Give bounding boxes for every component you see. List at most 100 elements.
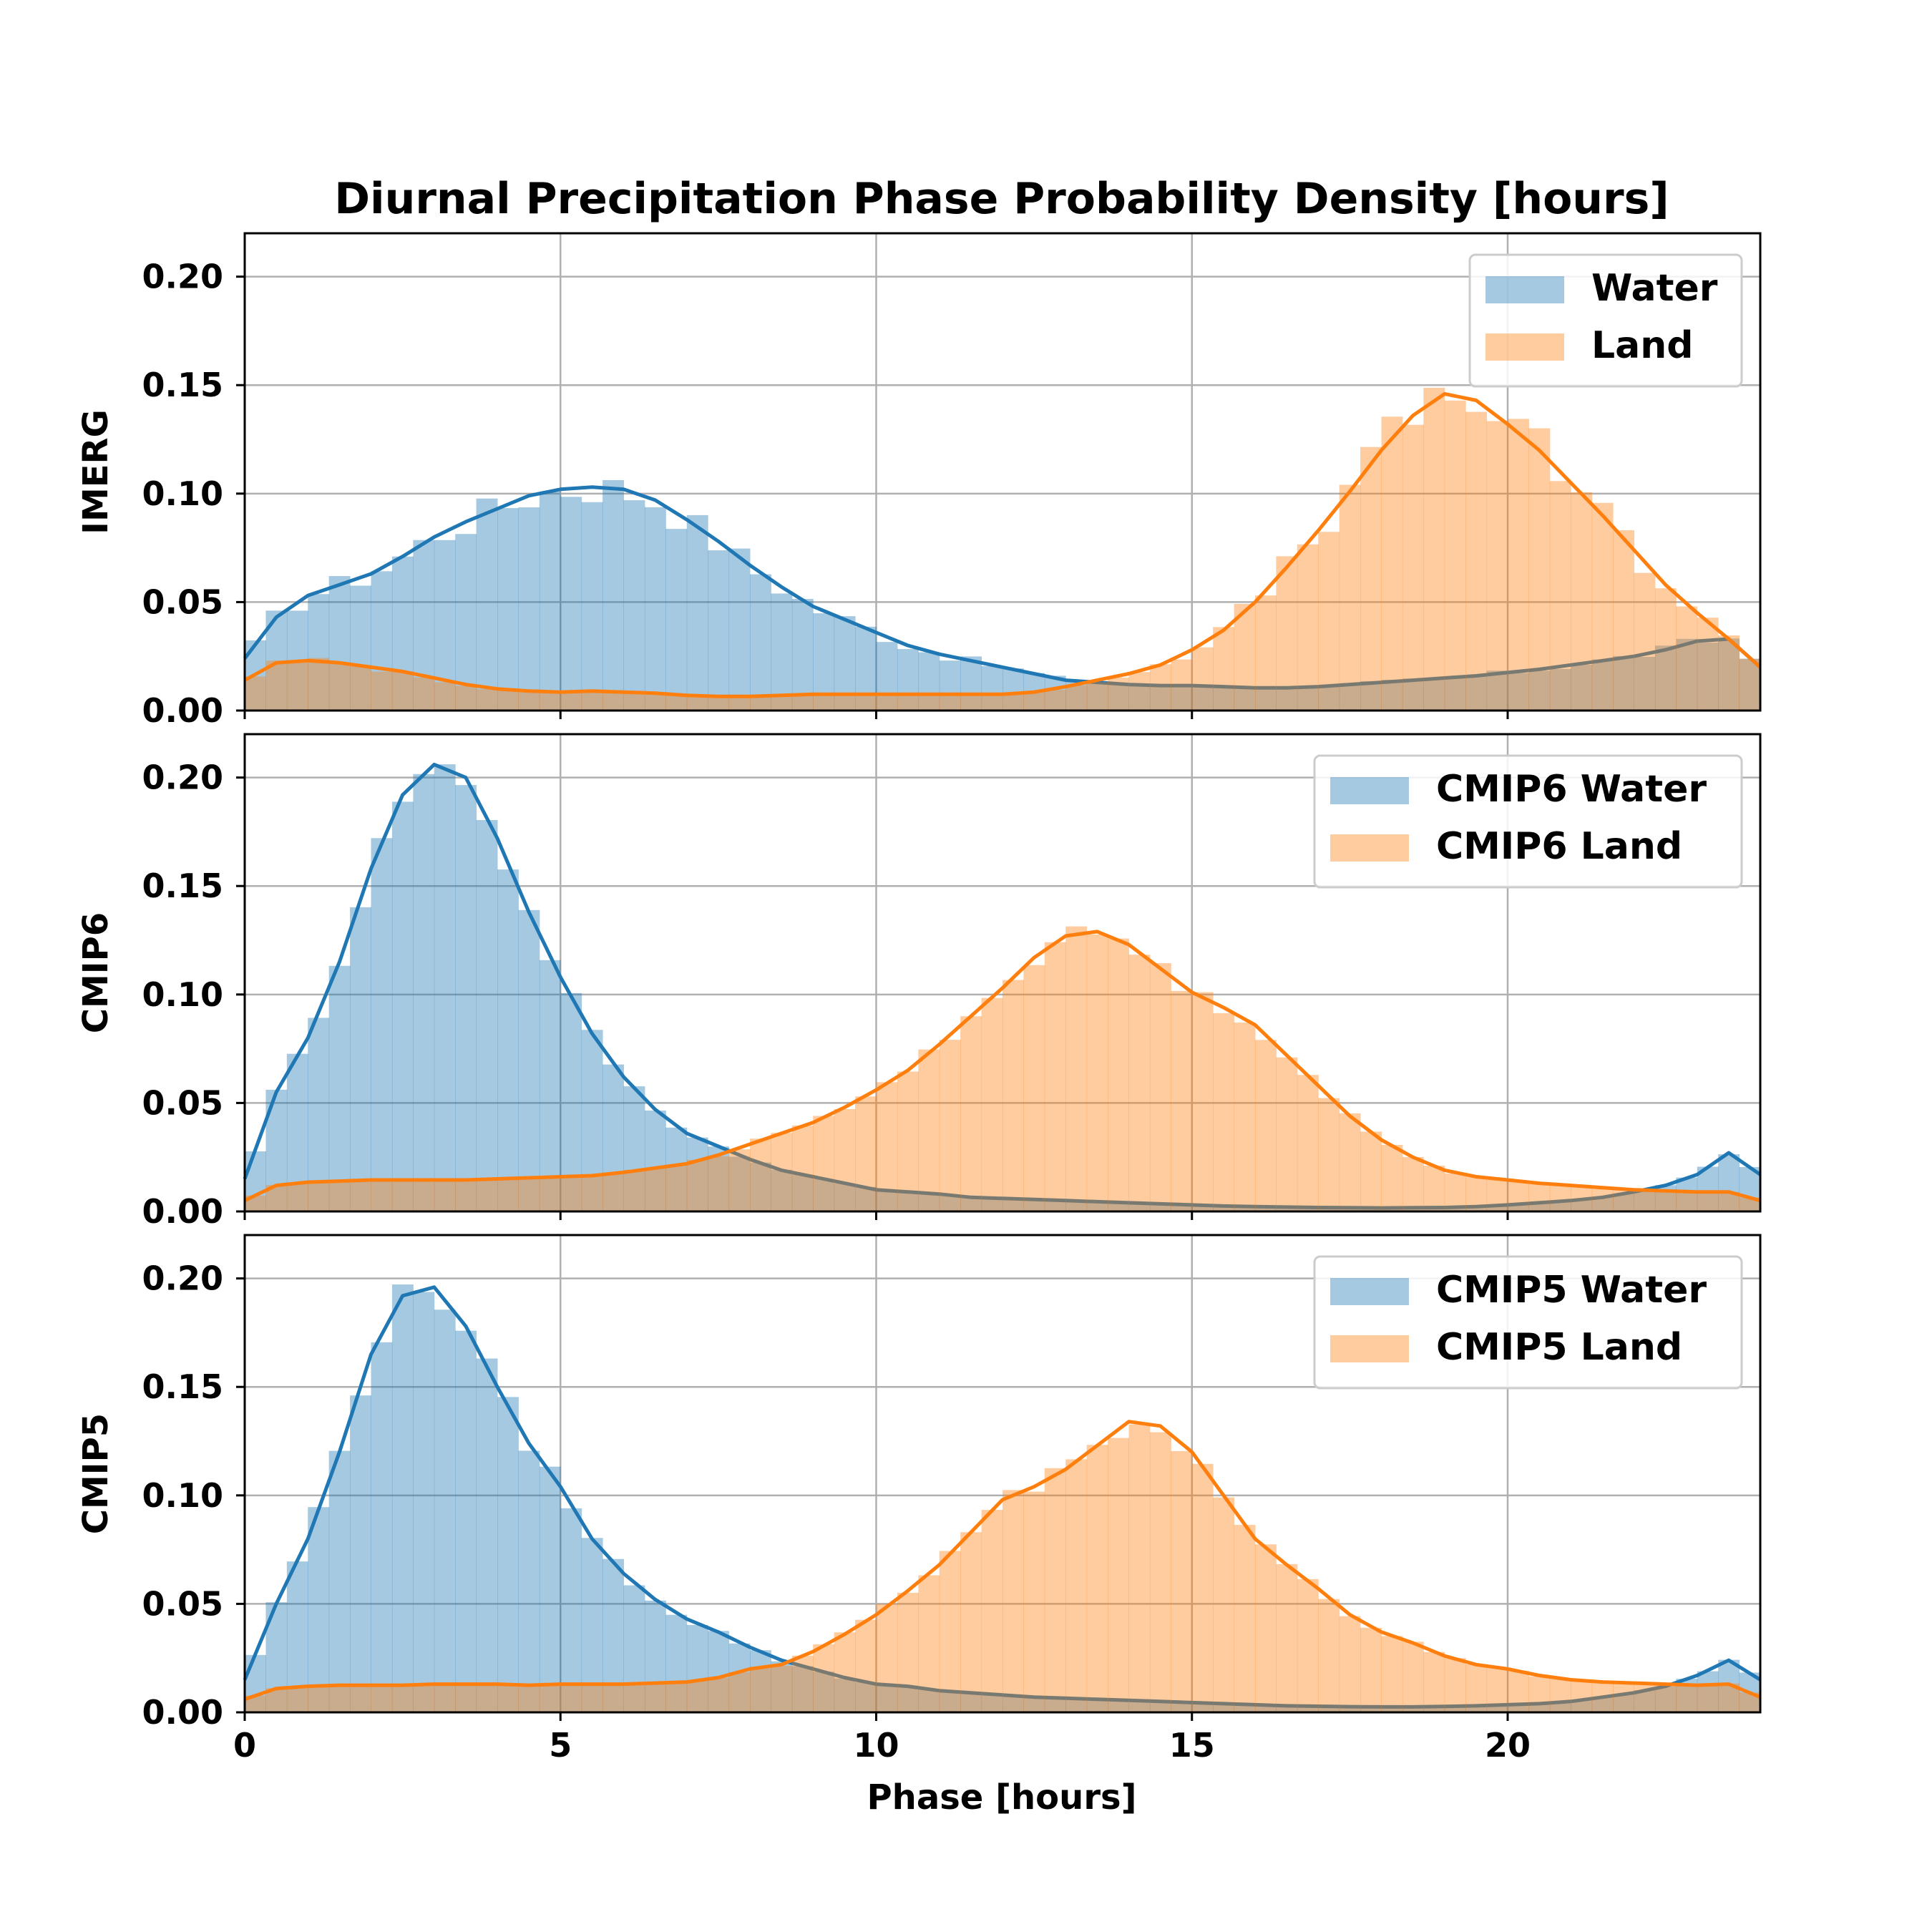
- histogram-bar: [286, 660, 308, 711]
- histogram-bar: [308, 1181, 330, 1211]
- histogram-bar: [1549, 668, 1571, 711]
- histogram-bar: [1234, 688, 1256, 711]
- histogram-bar: [1591, 1187, 1614, 1211]
- histogram-bar: [308, 1686, 330, 1712]
- histogram-bar: [497, 1683, 519, 1712]
- histogram-bar: [1654, 1191, 1677, 1211]
- histogram-bar: [1297, 544, 1319, 711]
- histogram-bar: [1549, 1702, 1571, 1712]
- histogram-bar: [708, 550, 730, 711]
- series-cmip5-water: [243, 1284, 1762, 1712]
- histogram-bar: [1423, 387, 1445, 711]
- histogram-bar: [1128, 955, 1151, 1211]
- histogram-bar: [1486, 1179, 1508, 1211]
- histogram-bar: [581, 692, 603, 711]
- histogram-bar: [1486, 1667, 1508, 1712]
- histogram-bar: [918, 1049, 940, 1211]
- histogram-bar: [1128, 685, 1151, 711]
- histogram-bar: [876, 1604, 898, 1712]
- y-tick-label: 0.20: [142, 1259, 224, 1298]
- histogram-bar: [1571, 492, 1593, 711]
- histogram-bar: [245, 676, 266, 711]
- histogram-bar: [686, 696, 708, 711]
- histogram-bar: [1676, 606, 1698, 711]
- histogram-bar: [560, 692, 582, 711]
- histogram-bar: [1444, 1207, 1466, 1211]
- histogram-bar: [1065, 1698, 1088, 1712]
- histogram-bar: [897, 1192, 919, 1211]
- kde-line: [243, 391, 1762, 698]
- histogram-bar: [1149, 664, 1171, 711]
- legend-swatch: [1330, 1278, 1409, 1305]
- histogram-bar: [728, 1149, 751, 1211]
- histogram-bar: [1508, 1181, 1529, 1211]
- histogram-bar: [434, 1179, 456, 1211]
- histogram-bar: [771, 1133, 793, 1211]
- histogram-bar: [1571, 1199, 1593, 1211]
- histogram-bar: [1108, 1700, 1129, 1712]
- histogram-bar: [960, 694, 982, 711]
- histogram-bar: [981, 1694, 1003, 1712]
- histogram-bar: [1634, 1190, 1656, 1211]
- histogram-bar: [328, 1180, 351, 1211]
- y-tick-label: 0.20: [142, 258, 224, 296]
- series-cmip6-water: [243, 762, 1762, 1211]
- histogram-bar: [1528, 1184, 1551, 1211]
- histogram-bar: [328, 576, 351, 711]
- histogram-bar: [1381, 1144, 1403, 1211]
- histogram-bar: [1213, 627, 1235, 711]
- histogram-bar: [391, 801, 414, 1211]
- histogram-bar: [1654, 645, 1677, 711]
- histogram-bar: [1149, 963, 1171, 1211]
- histogram-bar: [1339, 1707, 1361, 1712]
- histogram-bar: [1613, 1188, 1634, 1211]
- y-axis-label: CMIP5: [76, 1413, 116, 1534]
- histogram-bar: [981, 1510, 1003, 1712]
- histogram-bar: [960, 1532, 982, 1712]
- histogram-bar: [539, 1178, 561, 1211]
- histogram-bar: [413, 677, 435, 711]
- histogram-bar: [1381, 416, 1403, 711]
- histogram-bar: [497, 508, 519, 711]
- histogram-bar: [391, 1180, 414, 1211]
- histogram-bar: [1444, 1706, 1466, 1712]
- histogram-bar: [1002, 668, 1024, 711]
- histogram-bar: [1739, 658, 1761, 711]
- histogram-bar: [1234, 1206, 1256, 1211]
- histogram-bar: [665, 1165, 688, 1211]
- histogram-bar: [413, 540, 435, 711]
- histogram-bar: [1381, 1636, 1403, 1712]
- histogram-bar: [455, 1330, 477, 1712]
- histogram-bar: [602, 691, 624, 711]
- histogram-bar: [602, 1174, 624, 1211]
- y-tick-label: 0.05: [142, 1584, 224, 1623]
- histogram-bar: [1213, 1497, 1235, 1712]
- series-water: [243, 479, 1762, 711]
- histogram-bar: [1697, 1671, 1719, 1712]
- y-tick-label: 0.00: [142, 691, 224, 730]
- histogram-bar: [1444, 676, 1466, 711]
- histogram-bar: [518, 507, 540, 711]
- histogram-bar: [960, 1693, 982, 1712]
- histogram-bar: [1465, 411, 1488, 711]
- histogram-bar: [876, 1190, 898, 1211]
- legend-label: Land: [1591, 324, 1693, 367]
- histogram-bar: [771, 1665, 793, 1712]
- histogram-bar: [1591, 659, 1614, 711]
- x-tick-label: 5: [549, 1726, 572, 1765]
- axes-frame: [243, 232, 1762, 712]
- histogram-bar: [1065, 685, 1088, 711]
- histogram-bar: [876, 694, 898, 711]
- legend: CMIP6 Water CMIP6 Land: [1313, 754, 1743, 889]
- histogram-bar: [350, 1180, 371, 1211]
- histogram-bar: [644, 1168, 666, 1211]
- histogram-bar: [834, 694, 856, 711]
- histogram-bar: [328, 662, 351, 711]
- x-axis-label: Phase [hours]: [867, 1777, 1136, 1818]
- histogram-bar: [1171, 686, 1193, 711]
- histogram-bar: [308, 1507, 330, 1712]
- histogram-bar: [876, 1684, 898, 1712]
- histogram-bar: [1318, 532, 1340, 711]
- histogram-bar: [1108, 677, 1129, 711]
